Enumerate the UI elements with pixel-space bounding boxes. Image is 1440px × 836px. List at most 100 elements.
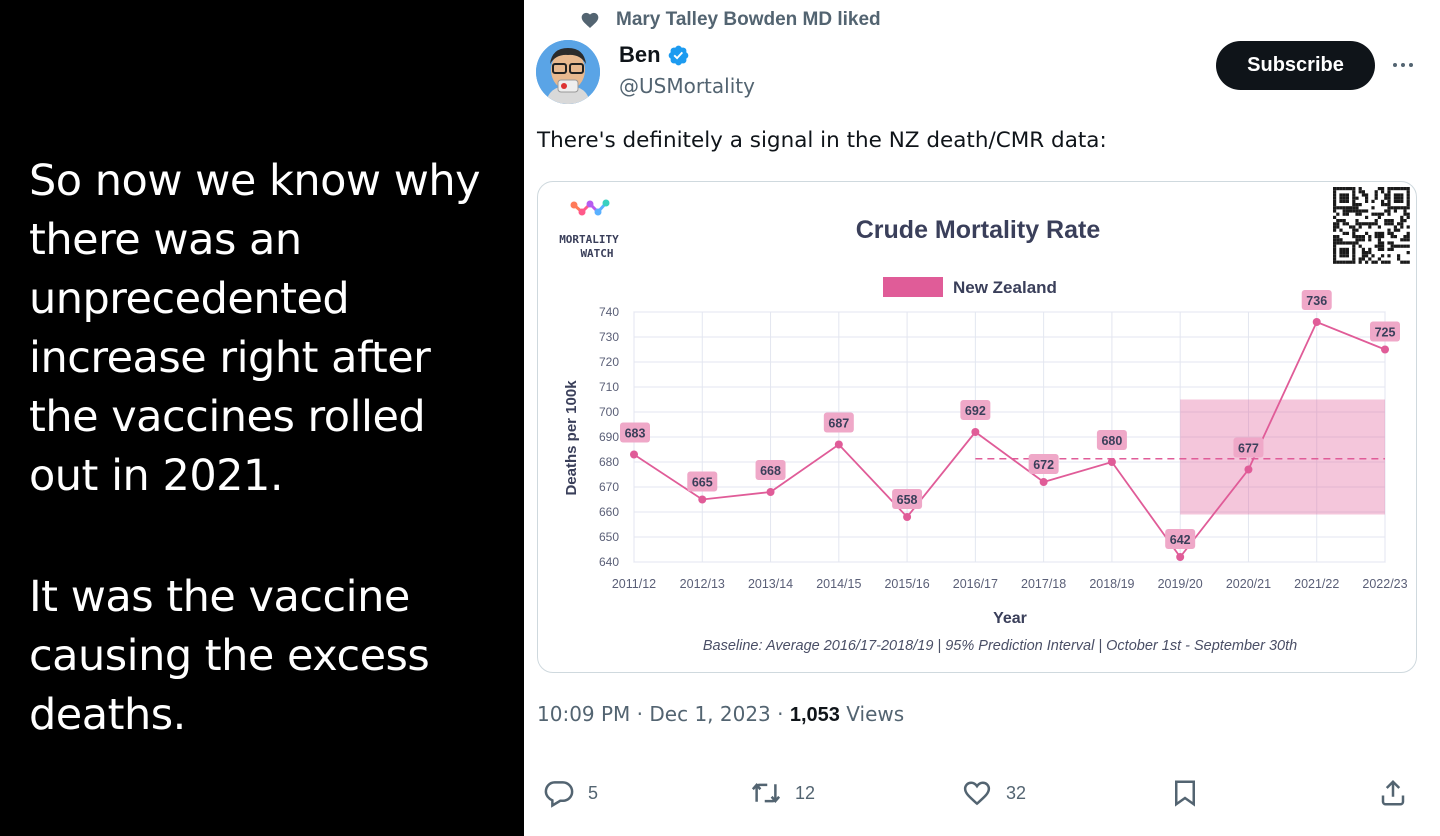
qr-module — [1390, 231, 1394, 235]
qr-module — [1406, 231, 1410, 235]
qr-module — [1352, 196, 1356, 200]
qr-module — [1387, 206, 1391, 210]
qr-module — [1336, 222, 1340, 226]
social-context-text: Mary Talley Bowden MD liked — [616, 9, 881, 30]
qr-module — [1342, 212, 1346, 216]
qr-module — [1355, 228, 1359, 232]
qr-module — [1393, 193, 1397, 197]
qr-code — [1333, 187, 1410, 264]
qr-module — [1384, 260, 1388, 264]
qr-module — [1333, 257, 1337, 261]
avatar[interactable] — [536, 40, 600, 104]
tweet-meta: 10:09 PM · Dec 1, 2023 · 1,053 Views — [537, 702, 904, 727]
legend-entry: New Zealand — [953, 278, 1057, 297]
data-point — [1244, 465, 1253, 474]
data-label-box — [823, 412, 854, 433]
data-label: 677 — [1238, 442, 1259, 456]
qr-module — [1400, 222, 1404, 226]
qr-module — [1384, 203, 1388, 207]
chart-title: Crude Mortality Rate — [856, 216, 1101, 244]
qr-module — [1365, 251, 1369, 255]
qr-module — [1397, 196, 1401, 200]
qr-module — [1339, 238, 1343, 242]
qr-module — [1403, 235, 1407, 239]
tweet-timestamp[interactable]: 10:09 PM · Dec 1, 2023 · — [537, 702, 790, 726]
qr-module — [1397, 228, 1401, 232]
qr-module — [1377, 235, 1381, 239]
qr-module — [1393, 206, 1397, 210]
qr-module — [1406, 238, 1410, 242]
qr-module — [1400, 219, 1404, 223]
qr-module — [1384, 209, 1388, 213]
qr-module — [1345, 222, 1349, 226]
qr-module — [1361, 247, 1365, 251]
qr-module — [1361, 209, 1365, 213]
qr-module — [1361, 257, 1365, 261]
repost-button[interactable]: 12 — [751, 778, 815, 808]
qr-module — [1333, 238, 1337, 242]
data-label: 658 — [897, 493, 918, 507]
qr-module — [1365, 209, 1369, 213]
data-point — [698, 495, 707, 504]
qr-module — [1352, 225, 1356, 229]
qr-module — [1384, 196, 1388, 200]
qr-module — [1352, 203, 1356, 207]
logo-text: MORTALITY — [559, 233, 619, 246]
data-label-box — [1165, 529, 1196, 549]
qr-module — [1377, 231, 1381, 235]
author-name-text[interactable]: Ben — [619, 42, 661, 67]
qr-module — [1390, 241, 1394, 245]
share-button[interactable] — [1378, 778, 1408, 808]
qr-module — [1342, 254, 1346, 258]
qr-module — [1368, 222, 1372, 226]
qr-module — [1355, 209, 1359, 213]
tweet-media-card[interactable]: MORTALITY WATCH Crude Mortality Rate New… — [537, 181, 1417, 673]
like-count: 32 — [1006, 782, 1027, 803]
qr-module — [1381, 212, 1385, 216]
qr-module — [1365, 260, 1369, 264]
qr-module — [1406, 260, 1410, 264]
qr-module — [1358, 212, 1362, 216]
qr-module — [1333, 244, 1337, 248]
author-name[interactable]: Ben — [619, 42, 690, 68]
like-button[interactable]: 32 — [962, 778, 1026, 808]
data-label-box — [1370, 321, 1400, 342]
qr-module — [1381, 190, 1385, 194]
subscribe-button[interactable]: Subscribe — [1216, 41, 1375, 90]
qr-module — [1345, 260, 1349, 264]
bookmark-button[interactable] — [1170, 778, 1200, 808]
qr-module — [1358, 225, 1362, 229]
qr-module — [1333, 193, 1337, 197]
qr-module — [1333, 228, 1337, 232]
qr-module — [1387, 212, 1391, 216]
qr-module — [1377, 238, 1381, 242]
more-icon[interactable] — [1390, 52, 1416, 78]
qr-module — [1397, 199, 1401, 203]
qr-module — [1349, 260, 1353, 264]
reply-button[interactable]: 5 — [544, 778, 598, 808]
x-tick-label: 2019/20 — [1158, 577, 1203, 591]
qr-module — [1406, 215, 1410, 219]
qr-module — [1390, 222, 1394, 226]
data-label-box — [1233, 437, 1264, 458]
qr-module — [1352, 193, 1356, 197]
qr-module — [1365, 254, 1369, 258]
data-point — [1176, 553, 1185, 561]
caption-paragraph: So now we know why there was an unpreced… — [29, 156, 481, 501]
author-handle[interactable]: @USMortality — [619, 74, 755, 98]
qr-module — [1355, 219, 1359, 223]
x-tick-label: 2012/13 — [680, 577, 725, 591]
qr-module — [1358, 238, 1362, 242]
qr-module — [1333, 203, 1337, 207]
repost-icon — [751, 782, 781, 804]
qr-module — [1387, 260, 1391, 264]
views-label: Views — [839, 702, 905, 726]
qr-module — [1345, 187, 1349, 191]
y-tick-label: 710 — [599, 380, 619, 394]
qr-module — [1377, 187, 1381, 191]
social-context: Mary Talley Bowden MD liked — [580, 9, 881, 31]
qr-module — [1393, 235, 1397, 239]
qr-module — [1365, 199, 1369, 203]
data-label: 642 — [1170, 533, 1191, 547]
logo-dot — [586, 200, 594, 208]
